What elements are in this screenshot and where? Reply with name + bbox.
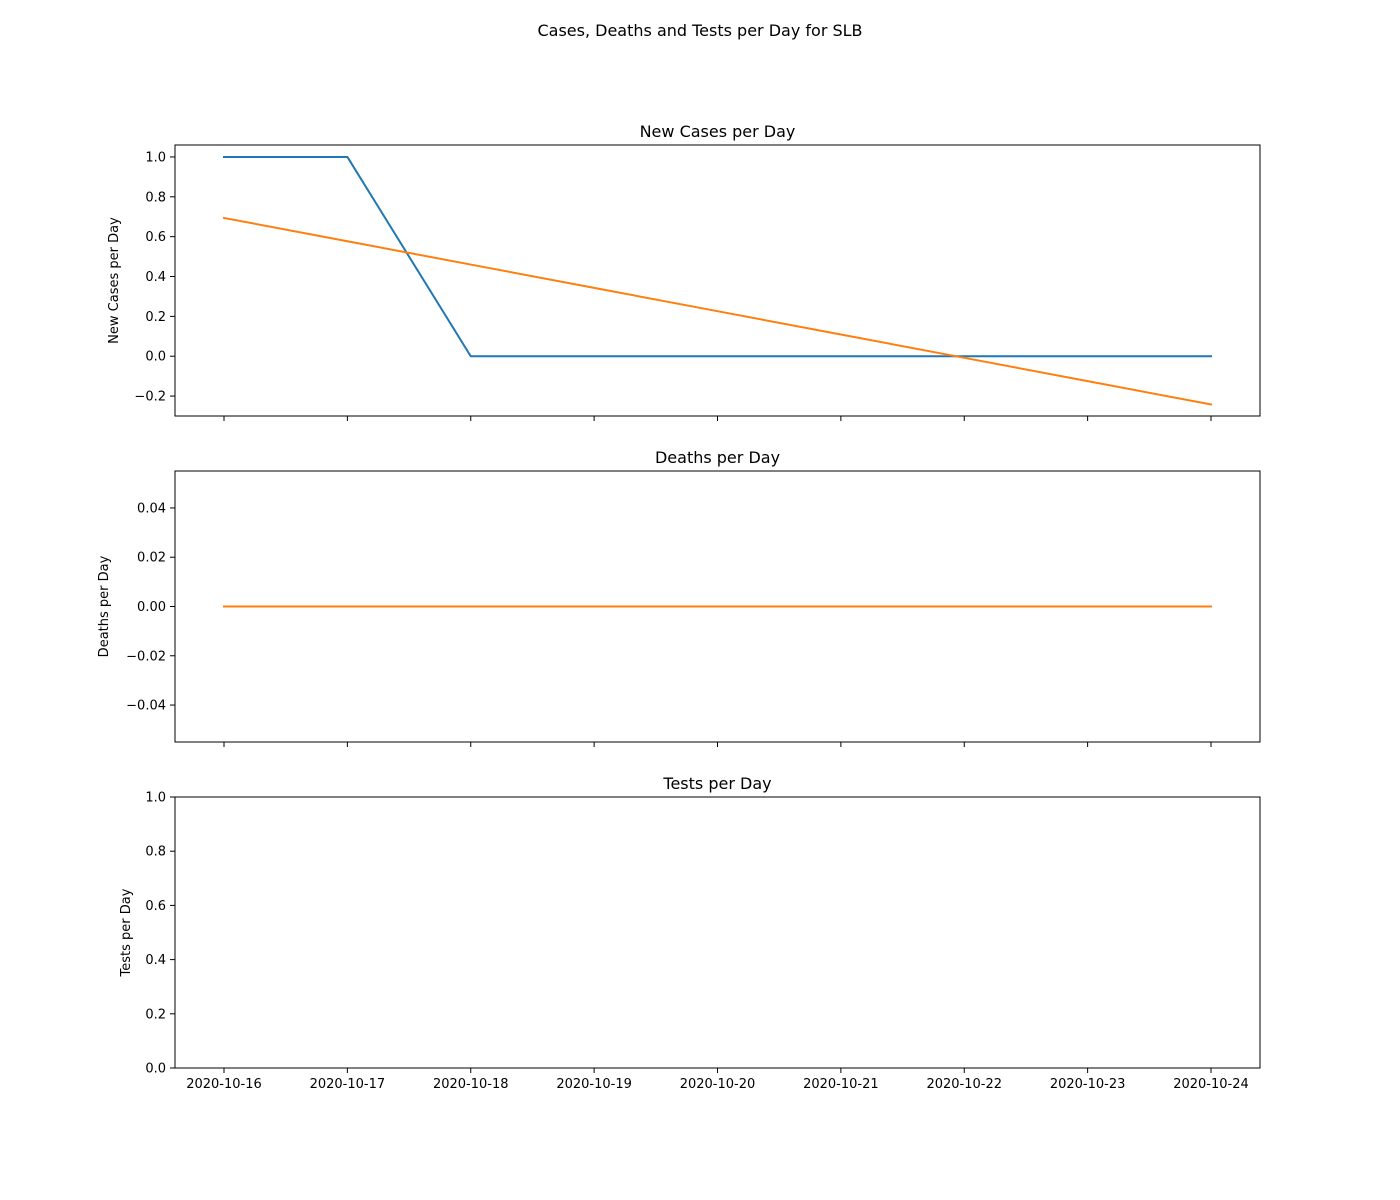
y-axis-label: Tests per Day: [119, 888, 134, 977]
x-tick-label: 2020-10-23: [1050, 1077, 1126, 1092]
x-tick-label: 2020-10-21: [803, 1077, 879, 1092]
x-tick-label: 2020-10-18: [433, 1077, 509, 1092]
y-tick-label: 0.8: [145, 190, 166, 205]
panel-3: Tests per Day Tests per Day 0.0 0.2 0.4 0.6 0.…: [119, 774, 1261, 1092]
x-tick-label: 2020-10-22: [926, 1077, 1002, 1092]
y-tick-label: 0.8: [145, 845, 166, 860]
x-tick-label: 2020-10-20: [680, 1077, 756, 1092]
y-tick-label: 0.6: [145, 899, 166, 914]
panel-1: New Cases per Day New Cases per Day −0.2 0.…: [107, 122, 1261, 421]
y-tick-label: 1.0: [145, 150, 166, 165]
y-tick-label: 0.2: [145, 310, 166, 325]
y-tick-label: −0.2: [134, 390, 166, 405]
figure-suptitle: Cases, Deaths and Tests per Day for SLB: [537, 21, 862, 40]
y-tick-label: −0.02: [126, 649, 166, 664]
series-line-2: [222, 216, 1213, 406]
series-line-1: [223, 155, 1212, 358]
panel-title: New Cases per Day: [640, 122, 796, 141]
x-tick-label: 2020-10-24: [1173, 1077, 1249, 1092]
y-tick-label: 0.02: [137, 551, 166, 566]
y-tick-label: 0.0: [145, 350, 166, 365]
y-tick-label: 0.04: [137, 501, 166, 516]
panel-2: Deaths per Day Deaths per Day −0.04 −0.02 0.…: [97, 448, 1261, 747]
y-tick-label: 0.4: [145, 953, 166, 968]
x-tick-label: 2020-10-17: [310, 1077, 386, 1092]
x-tick-label: 2020-10-16: [186, 1077, 262, 1092]
x-tick-label: 2020-10-19: [556, 1077, 632, 1092]
y-tick-label: −0.04: [126, 699, 166, 714]
panel-title: Tests per Day: [662, 774, 771, 793]
panel-title: Deaths per Day: [655, 448, 780, 467]
y-tick-label: 0.00: [137, 600, 166, 615]
y-tick-label: 0.2: [145, 1007, 166, 1022]
y-tick-label: 0.4: [145, 270, 166, 285]
y-axis-label: Deaths per Day: [97, 555, 112, 657]
y-tick-label: 0.0: [145, 1062, 166, 1077]
y-tick-label: 1.0: [145, 791, 166, 806]
y-tick-label: 0.6: [145, 230, 166, 245]
y-axis-label: New Cases per Day: [107, 217, 122, 344]
